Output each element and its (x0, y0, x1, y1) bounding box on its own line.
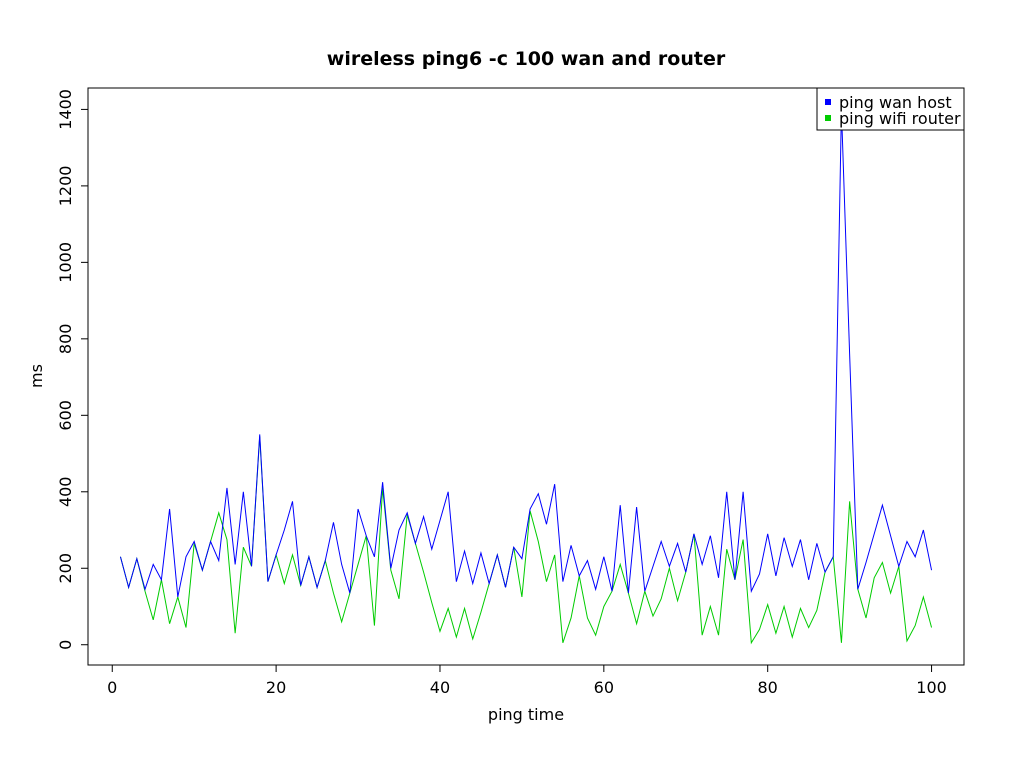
x-axis-label: ping time (488, 705, 564, 724)
legend-label: ping wifi router (839, 109, 961, 128)
x-tick-label: 100 (916, 678, 947, 697)
y-tick-label: 1200 (56, 166, 75, 207)
y-tick-label: 1000 (56, 242, 75, 283)
x-tick-label: 60 (594, 678, 614, 697)
y-tick-label: 400 (56, 477, 75, 508)
legend-swatch (825, 99, 831, 105)
legend-label: ping wan host (839, 93, 952, 112)
y-tick-label: 200 (56, 553, 75, 584)
y-tick-label: 600 (56, 400, 75, 431)
chart-title: wireless ping6 -c 100 wan and router (327, 48, 726, 70)
y-tick-label: 1400 (56, 89, 75, 130)
x-tick-label: 20 (266, 678, 286, 697)
y-tick-label: 0 (56, 640, 75, 650)
y-axis-label: ms (27, 364, 46, 388)
x-tick-label: 80 (758, 678, 778, 697)
x-tick-label: 0 (107, 678, 117, 697)
legend-swatch (825, 115, 831, 121)
x-tick-label: 40 (430, 678, 450, 697)
y-tick-label: 800 (56, 324, 75, 355)
legend-box (816, 87, 965, 131)
series-line (119, 109, 933, 598)
